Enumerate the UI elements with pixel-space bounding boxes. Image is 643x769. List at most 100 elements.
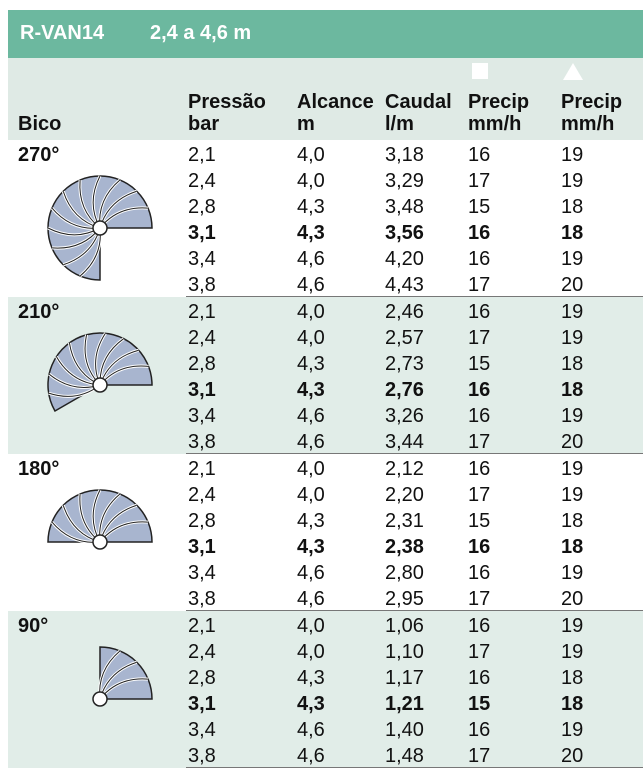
cell: 4,3	[297, 510, 325, 532]
cell: 16	[468, 301, 491, 323]
cell: 19	[561, 405, 584, 427]
cell: 4,20	[385, 248, 424, 270]
column-title: Alcance	[297, 91, 374, 113]
cell: 1,06	[385, 615, 424, 637]
cell: 3,48	[385, 196, 424, 218]
cell: 17	[468, 641, 491, 663]
cell: 18	[561, 379, 584, 401]
cell: 18	[561, 196, 584, 218]
cell: 15	[468, 510, 491, 532]
cell: 15	[468, 353, 491, 375]
nozzle-hub	[92, 534, 108, 550]
cell: 19	[561, 562, 584, 584]
column-title: Precip	[561, 91, 623, 113]
cell: 1,10	[385, 641, 424, 663]
cell: 3,8	[188, 588, 216, 610]
cell: 4,6	[297, 745, 325, 767]
cell: 3,1	[188, 222, 216, 244]
cell: 2,46	[385, 301, 424, 323]
cell: 16	[468, 719, 491, 741]
cell: 2,31	[385, 510, 424, 532]
cell: 2,1	[188, 615, 216, 637]
cell: 4,0	[297, 484, 325, 506]
cell: 4,3	[297, 196, 325, 218]
cell: 4,3	[297, 379, 325, 401]
cell: 2,95	[385, 588, 424, 610]
cell: 20	[561, 588, 584, 610]
column-unit: l/m	[385, 113, 414, 135]
cell: 16	[468, 536, 491, 558]
cell: 17	[468, 484, 491, 506]
cell: 20	[561, 431, 584, 453]
cell: 3,4	[188, 405, 216, 427]
cell: 19	[561, 301, 584, 323]
cell: 4,0	[297, 458, 325, 480]
cell: 3,1	[188, 379, 216, 401]
cell: 17	[468, 588, 491, 610]
cell: 15	[468, 693, 491, 715]
cell: 20	[561, 745, 584, 767]
cell: 2,20	[385, 484, 424, 506]
group-label: 210°	[18, 301, 60, 323]
cell: 1,21	[385, 693, 424, 715]
cell: 4,3	[297, 353, 325, 375]
cell: 20	[561, 274, 584, 296]
column-unit: m	[297, 113, 315, 135]
column-unit: mm/h	[468, 113, 522, 135]
cell: 19	[561, 170, 584, 192]
cell: 4,43	[385, 274, 424, 296]
triangle-icon	[563, 63, 583, 80]
cell: 15	[468, 196, 491, 218]
cell: 18	[561, 667, 584, 689]
cell: 4,0	[297, 615, 325, 637]
cell: 3,8	[188, 431, 216, 453]
group-rule	[186, 453, 643, 454]
cell: 4,0	[297, 144, 325, 166]
group-rule	[186, 610, 643, 611]
cell: 4,3	[297, 222, 325, 244]
cell: 19	[561, 144, 584, 166]
cell: 3,4	[188, 562, 216, 584]
cell: 16	[468, 562, 491, 584]
cell: 17	[468, 431, 491, 453]
cell: 2,57	[385, 327, 424, 349]
cell: 3,56	[385, 222, 424, 244]
column-unit: Bico	[18, 113, 62, 135]
cell: 3,26	[385, 405, 424, 427]
cell: 2,8	[188, 353, 216, 375]
model-code: R-VAN14	[20, 22, 105, 44]
cell: 19	[561, 615, 584, 637]
cell: 2,8	[188, 196, 216, 218]
range: 2,4 a 4,6 m	[150, 22, 252, 44]
cell: 4,0	[297, 327, 325, 349]
cell: 3,1	[188, 693, 216, 715]
cell: 3,8	[188, 745, 216, 767]
cell: 16	[468, 667, 491, 689]
cell: 17	[468, 327, 491, 349]
cell: 18	[561, 693, 584, 715]
cell: 3,29	[385, 170, 424, 192]
cell: 4,6	[297, 274, 325, 296]
cell: 2,1	[188, 301, 216, 323]
cell: 2,12	[385, 458, 424, 480]
nozzle-hub	[92, 691, 108, 707]
cell: 4,0	[297, 301, 325, 323]
cell: 19	[561, 484, 584, 506]
cell: 4,6	[297, 562, 325, 584]
cell: 16	[468, 248, 491, 270]
cell: 19	[561, 327, 584, 349]
cell: 4,6	[297, 405, 325, 427]
cell: 1,40	[385, 719, 424, 741]
cell: 4,3	[297, 667, 325, 689]
nozzle-hub	[92, 377, 108, 393]
group-label: 270°	[18, 144, 60, 166]
column-title: Precip	[468, 91, 530, 113]
cell: 2,4	[188, 170, 216, 192]
cell: 2,38	[385, 536, 424, 558]
cell: 19	[561, 248, 584, 270]
nozzle-hub	[92, 220, 108, 236]
group-label: 90°	[18, 615, 49, 637]
square-icon	[472, 63, 488, 79]
